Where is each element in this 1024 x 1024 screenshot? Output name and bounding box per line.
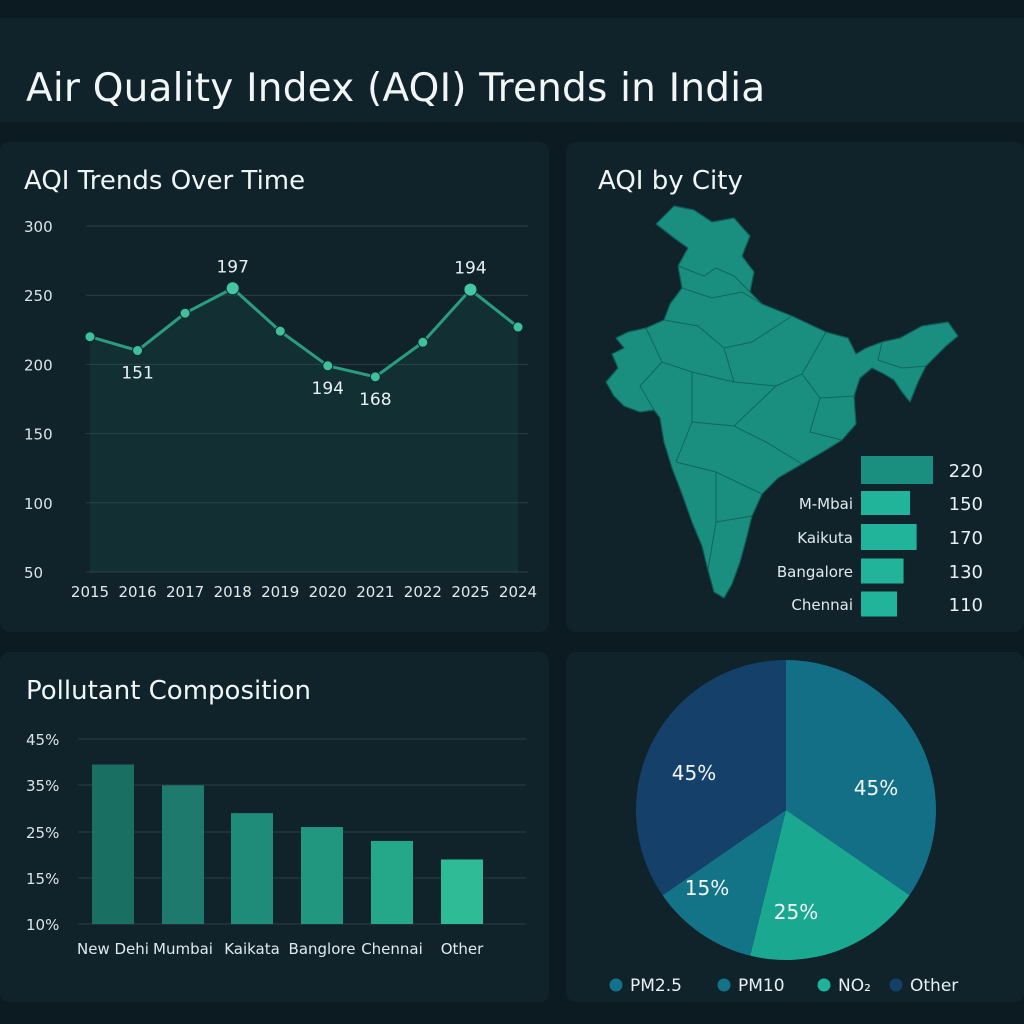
x-tick-label: 2016 [118, 583, 156, 601]
pollutant-bar [371, 840, 413, 924]
trend-chart-title: AQI Trends Over Time [24, 166, 306, 196]
y-tick-label: 150 [24, 426, 53, 444]
data-point [463, 282, 478, 297]
x-tick-label: 2021 [356, 583, 394, 601]
x-tick-label: 2022 [404, 583, 442, 601]
x-tick-label: 2015 [71, 583, 109, 601]
data-point [512, 321, 524, 333]
city-label: Kaikuta [797, 529, 853, 547]
data-label: 168 [359, 390, 391, 410]
pie-chart: 45% 25% 15% 45% PM2.5 PM10 NO₂ Other [609, 660, 958, 996]
area-fill [90, 288, 518, 572]
city-value: 170 [949, 528, 983, 549]
pie-slice [662, 810, 786, 956]
data-point [274, 325, 286, 337]
pollutant-bar [162, 785, 204, 924]
data-point [132, 345, 144, 357]
x-tick-label: Mumbai [153, 940, 213, 958]
data-point [84, 331, 96, 343]
pollutant-bar [231, 813, 273, 924]
city-value: 110 [949, 595, 983, 616]
legend-label: NO₂ [838, 976, 871, 996]
y-tick-label: 15% [26, 870, 59, 888]
data-label: 197 [216, 257, 248, 277]
x-tick-label: Banglore [289, 940, 356, 958]
pie-panel: 45% 25% 15% 45% PM2.5 PM10 NO₂ Other [566, 652, 1024, 1002]
x-tick-label: Kaikata [224, 940, 280, 958]
city-value: 220 [949, 461, 983, 482]
city-label: Bangalore [777, 563, 853, 581]
city-value: 130 [949, 562, 983, 583]
data-point [179, 307, 191, 319]
y-tick-label: 45% [26, 731, 59, 749]
trend-chart: 300 250 200 150 100 50 151 197 194 168 194 2015 2016… [24, 218, 537, 601]
data-point [417, 336, 429, 348]
data-point [225, 281, 240, 296]
city-value: 150 [949, 494, 983, 515]
x-tick-label: 2019 [261, 583, 299, 601]
city-bar [861, 491, 911, 515]
x-tick-label: 2017 [166, 583, 204, 601]
city-bar [861, 524, 917, 550]
legend-swatch [889, 978, 903, 992]
pollutant-chart: 45% 35% 25% 15% 10% New Dehi Mumbai Kaikata Bang… [26, 731, 526, 958]
trend-panel: AQI Trends Over Time 300 250 200 150 100 50 15… [0, 142, 549, 632]
city-bar [861, 456, 933, 484]
aqi-series-line [89, 286, 519, 379]
y-tick-label: 25% [26, 824, 59, 842]
india-map-icon [605, 205, 959, 599]
x-tick-label: 2020 [309, 583, 347, 601]
city-label: M-Mbai [799, 495, 853, 513]
data-point [369, 371, 381, 383]
x-tick-label: Other [441, 940, 484, 958]
slice-label: 45% [854, 776, 898, 800]
legend-label: PM2.5 [630, 976, 682, 996]
data-label: 194 [454, 259, 486, 279]
y-tick-label: 10% [26, 916, 59, 934]
legend-swatch [817, 978, 831, 992]
city-bar [861, 558, 904, 584]
x-tick-label: 2025 [451, 583, 489, 601]
pollutant-bar [441, 859, 483, 924]
pie-slice [750, 810, 910, 960]
y-tick-label: 35% [26, 777, 59, 795]
legend-swatch [717, 978, 731, 992]
x-tick-label: 2018 [214, 583, 252, 601]
city-chart-title: AQI by City [598, 166, 743, 196]
pie-slice [636, 660, 786, 896]
y-tick-label: 200 [24, 356, 53, 374]
data-label: 151 [121, 364, 153, 384]
legend-label: PM10 [738, 976, 785, 996]
data-point [322, 360, 334, 372]
city-panel: AQI by City 220 M-Mbai 150 Kaikuta 170 Bang [566, 142, 1024, 632]
slice-label: 45% [672, 761, 716, 785]
city-bar [861, 591, 897, 617]
city-label: Chennai [791, 596, 853, 614]
pollutant-bar [92, 764, 134, 924]
x-tick-label: 2024 [499, 583, 537, 601]
y-tick-label: 300 [24, 218, 53, 236]
legend-label: Other [910, 976, 958, 996]
header-bar: Air Quality Index (AQI) Trends in India [0, 18, 1024, 122]
x-tick-label: New Dehi [77, 940, 149, 958]
y-tick-label: 50 [24, 564, 43, 582]
pollutant-chart-title: Pollutant Composition [26, 676, 312, 706]
y-tick-label: 250 [24, 287, 53, 305]
y-tick-label: 100 [24, 495, 53, 513]
x-tick-label: Chennai [361, 940, 423, 958]
slice-label: 15% [685, 876, 729, 900]
pie-slice [786, 660, 936, 896]
pollutant-panel: Pollutant Composition 45% 35% 25% 15% 10% New… [0, 652, 549, 1002]
city-chart: 220 M-Mbai 150 Kaikuta 170 Bangalore 130 Chenna… [605, 205, 983, 617]
data-label: 194 [312, 379, 344, 399]
pollutant-bar [301, 827, 343, 924]
legend-swatch [609, 978, 623, 992]
page-title: Air Quality Index (AQI) Trends in India [26, 66, 766, 111]
slice-label: 25% [774, 900, 818, 924]
